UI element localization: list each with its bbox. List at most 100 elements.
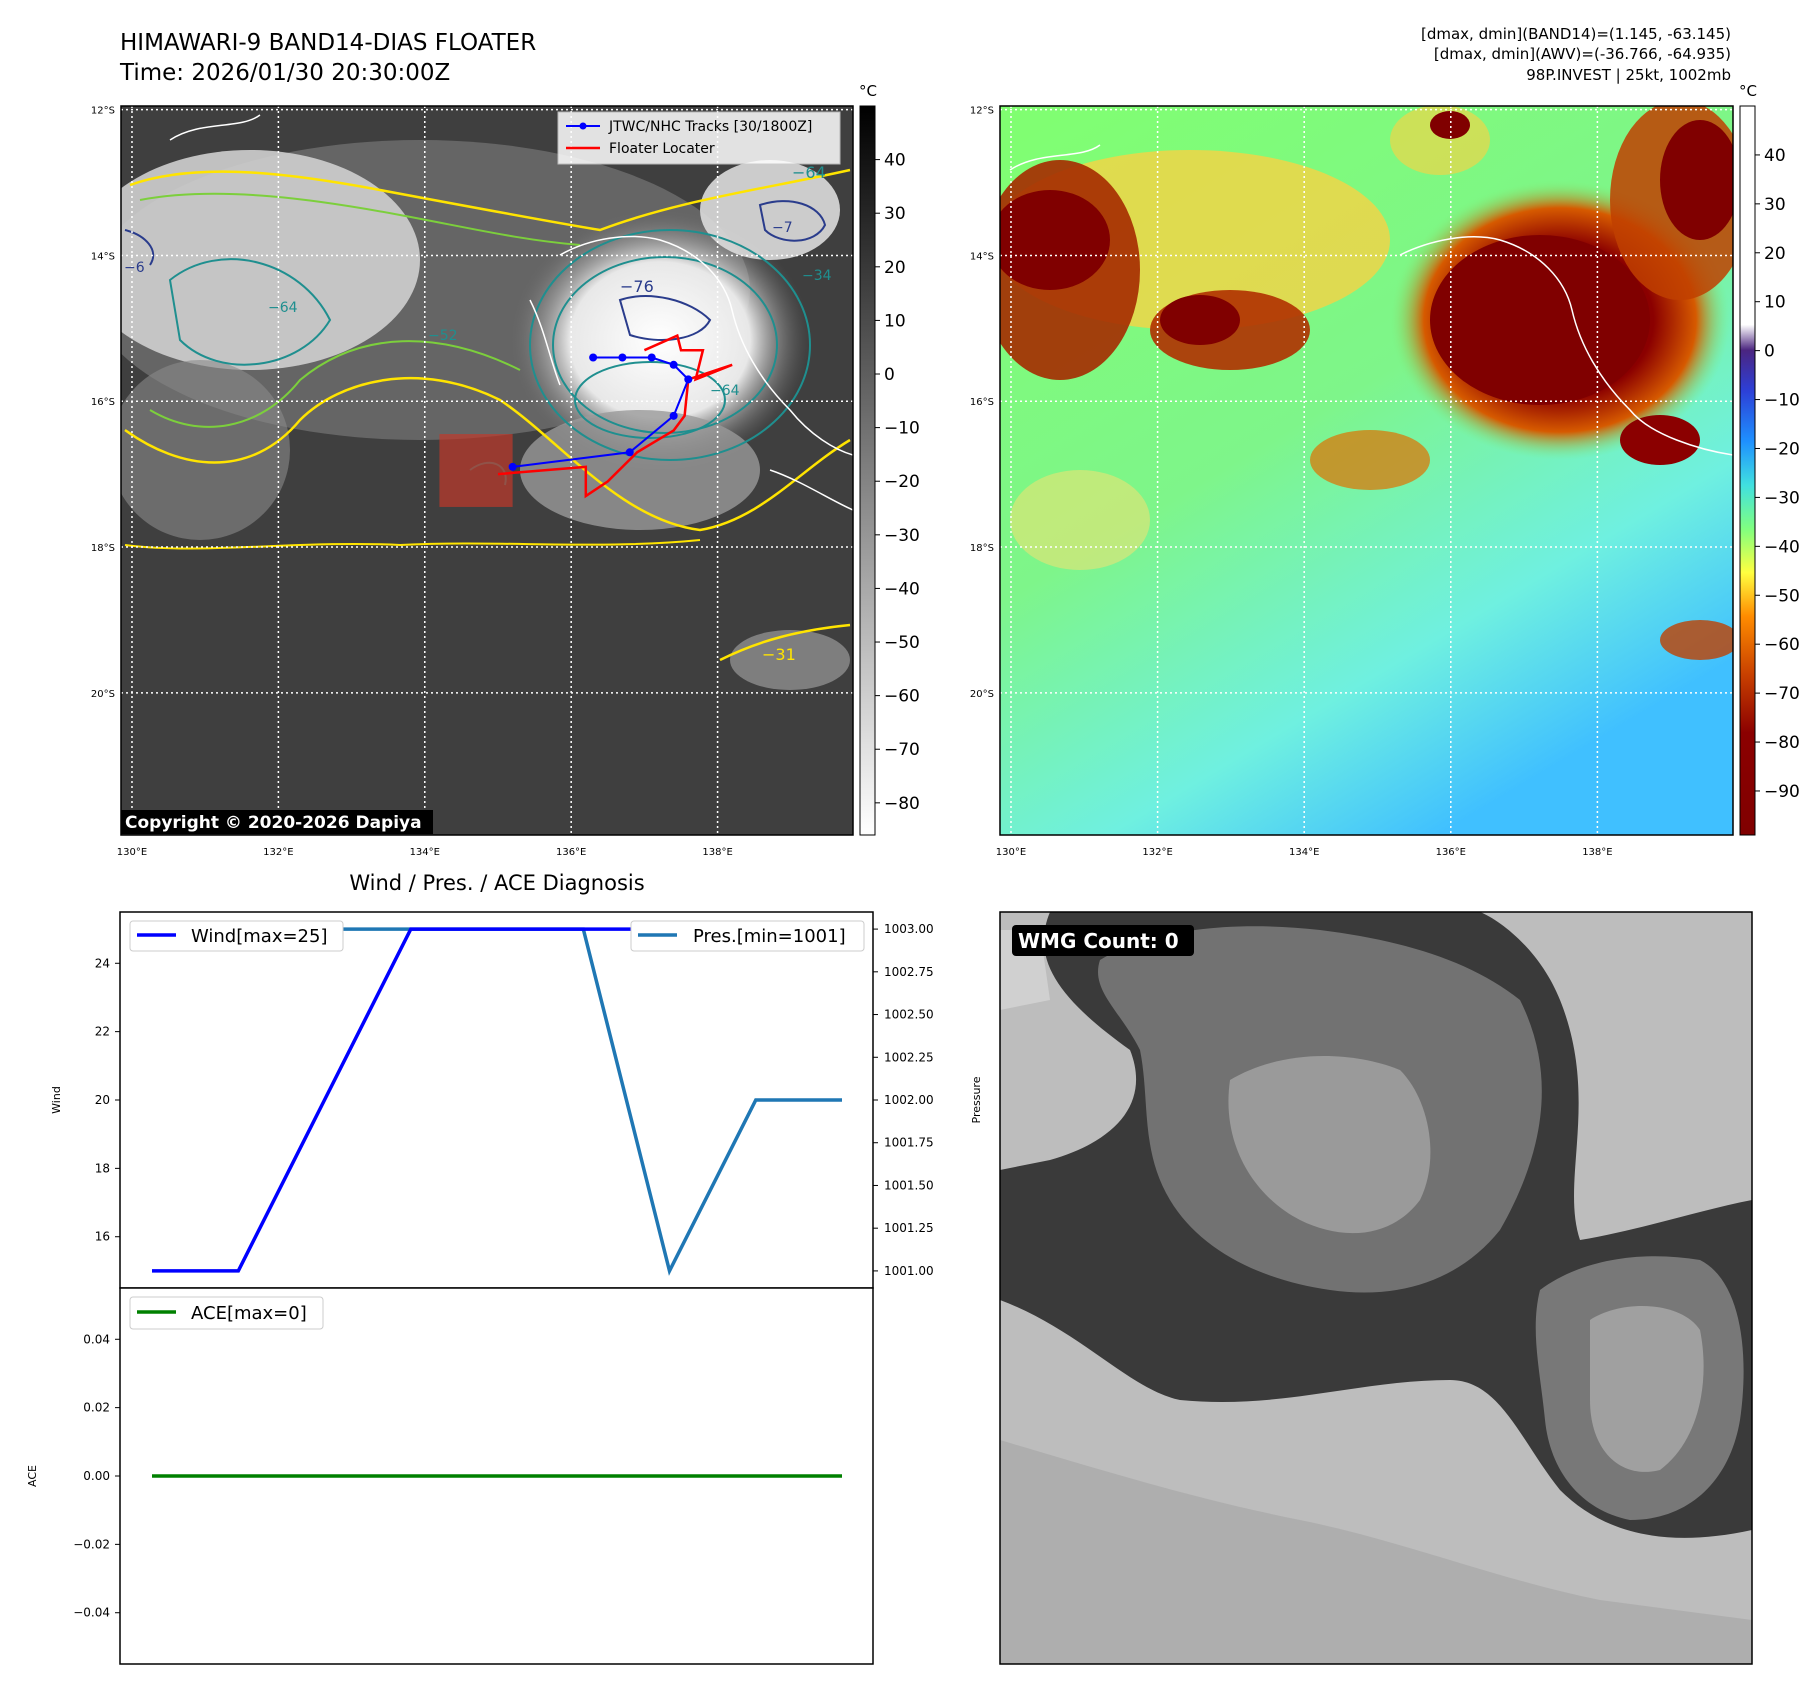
wv-map-frame <box>999 105 1734 836</box>
colorbar-tick-label: 30 <box>884 204 906 224</box>
lat-tick-label: 18°S <box>970 543 994 554</box>
wind-legend-label: Wind[max=25] <box>191 926 328 947</box>
colorbar-tick-label: 20 <box>1764 244 1786 264</box>
wind-tick-label: 20 <box>95 1093 110 1107</box>
floater-locater-line <box>497 333 733 499</box>
pressure-tick-label: 1001.00 <box>884 1264 934 1278</box>
colorbar-tick-label: 30 <box>1764 195 1786 215</box>
lon-tick-label: 136°E <box>556 847 586 858</box>
ir-map-panel: −64 −76 −52 −64 −64 −34 −31 −6 −7 Copyri… <box>91 82 920 858</box>
wind-pressure-frame <box>119 911 874 1289</box>
colorbar-tick-label: −60 <box>1764 635 1800 655</box>
info-awv-range: [dmax, dmin](AWV)=(-36.766, -64.935) <box>1434 45 1731 63</box>
track-point <box>684 375 693 384</box>
ir-colorbar <box>859 105 876 836</box>
copyright-badge <box>121 810 433 834</box>
ace-axis-label: ACE <box>26 1465 39 1487</box>
wind-axis-ticks: 16 18 20 22 24 <box>95 956 120 1244</box>
colorbar-tick-label: −20 <box>1764 439 1800 459</box>
lon-tick-label: 134°E <box>1289 847 1319 858</box>
ace-tick-label: 0.02 <box>83 1401 110 1415</box>
lon-tick-label: 132°E <box>1142 847 1172 858</box>
legend-track-label: JTWC/NHC Tracks [30/1800Z] <box>608 119 812 135</box>
info-band14-range: [dmax, dmin](BAND14)=(1.145, -63.145) <box>1421 25 1731 43</box>
colorbar-tick-label: −30 <box>884 526 920 546</box>
contour-label: −31 <box>762 645 796 664</box>
lon-tick-label: 132°E <box>263 847 293 858</box>
track-point <box>669 411 678 420</box>
ace-tick-label: 0.00 <box>83 1469 110 1483</box>
lat-tick-label: 14°S <box>970 251 994 262</box>
legend-locater-label: Floater Locater <box>609 141 715 157</box>
contour-label: −64 <box>792 163 826 182</box>
colorbar-tick-label: −60 <box>884 687 920 707</box>
track-point <box>669 360 678 369</box>
contour-label: −7 <box>772 220 793 236</box>
colorbar-tick-label: 0 <box>1764 342 1775 362</box>
colorbar-tick-label: 10 <box>884 311 906 331</box>
lat-tick-label: 12°S <box>91 106 115 117</box>
wmg-frame <box>999 911 1753 1665</box>
wmg-count-label: WMG Count: 0 <box>1018 929 1179 953</box>
jtwc-track-points <box>508 353 693 471</box>
colorbar-tick-label: −10 <box>884 419 920 439</box>
wmg-imagery: WMG Count: 0 <box>1000 912 1752 1664</box>
contour-label: −52 <box>428 328 458 344</box>
info-storm-status: 98P.INVEST | 25kt, 1002mb <box>1526 66 1731 84</box>
pressure-tick-label: 1001.25 <box>884 1221 934 1235</box>
wv-colorbar <box>1739 105 1756 836</box>
colorbar-tick-label: 10 <box>1764 293 1786 313</box>
pressure-tick-label: 1001.50 <box>884 1178 934 1192</box>
pressure-tick-label: 1002.50 <box>884 1008 934 1022</box>
ir-map-frame <box>120 105 854 836</box>
pressure-legend: Pres.[min=1001] <box>630 920 865 952</box>
colorbar-tick-label: −40 <box>884 579 920 599</box>
contour-label: −6 <box>124 260 145 276</box>
wv-colorbar-unit: °C <box>1739 82 1757 100</box>
legend-track-marker <box>579 122 587 130</box>
wind-tick-label: 22 <box>95 1025 110 1039</box>
pressure-legend-label: Pres.[min=1001] <box>693 926 846 947</box>
ir-colorbar-ticks: 40 30 20 10 0 −10 −20 −30 −40 −50 −60 −70 −80 <box>875 151 920 814</box>
ace-legend: ACE[max=0] <box>129 1296 324 1330</box>
colorbar-tick-label: −50 <box>884 633 920 653</box>
wmg-count-badge <box>1012 925 1194 956</box>
ace-tick-label: 0.04 <box>83 1332 110 1346</box>
pressure-tick-label: 1002.75 <box>884 965 934 979</box>
colorbar-tick-label: −90 <box>1764 782 1800 802</box>
colorbar-tick-label: −70 <box>1764 684 1800 704</box>
track-point <box>647 353 656 362</box>
diagnosis-title: Wind / Pres. / ACE Diagnosis <box>349 871 644 895</box>
pressure-tick-label: 1003.00 <box>884 922 934 936</box>
track-point <box>625 448 634 457</box>
target-area-box <box>439 434 513 507</box>
colorbar-tick-label: −10 <box>1764 391 1800 411</box>
colorbar-tick-label: −70 <box>884 740 920 760</box>
wmg-panel: WMG Count: 0 <box>999 911 1753 1665</box>
wv-lat-labels: 12°S 14°S 16°S 18°S 20°S <box>970 106 994 700</box>
lon-tick-label: 136°E <box>1436 847 1466 858</box>
figure-timestamp: Time: 2026/01/30 20:30:00Z <box>119 60 450 86</box>
contour-label: −34 <box>802 268 832 284</box>
jtwc-track-line <box>512 356 690 468</box>
figure-title: HIMAWARI-9 BAND14-DIAS FLOATER <box>120 30 536 56</box>
pressure-axis-ticks: 1001.00 1001.25 1001.50 1001.75 1002.00 1002.… <box>873 922 934 1278</box>
wv-map-panel: °C 403020100−10−20−30−40−50−60−70−80−90 … <box>970 82 1800 858</box>
lon-tick-label: 134°E <box>410 847 440 858</box>
ace-axis-ticks: 0.04 0.02 0.00 −0.02 −0.04 <box>73 1332 120 1620</box>
copyright-text: Copyright © 2020-2026 Dapiya <box>125 813 422 833</box>
colorbar-tick-label: 0 <box>884 365 895 385</box>
lat-tick-label: 16°S <box>91 397 115 408</box>
ir-lat-labels: 12°S 14°S 16°S 18°S 20°S <box>91 106 115 700</box>
wv-colorbar-ticks: 40 30 20 10 0 −10 −20 −30 −40 −50 −60 −70 −80 −90 <box>1755 146 1800 802</box>
track-point <box>508 462 517 471</box>
ace-tick-label: −0.04 <box>73 1606 110 1620</box>
wv-lon-labels: 130°E 132°E 134°E 136°E 138°E <box>996 847 1613 858</box>
wind-legend: Wind[max=25] <box>129 920 344 952</box>
lon-tick-label: 130°E <box>117 847 147 858</box>
lat-tick-label: 20°S <box>970 689 994 700</box>
colorbar-tick-label: −80 <box>1764 733 1800 753</box>
colorbar-tick-label: 40 <box>884 151 906 171</box>
ace-legend-label: ACE[max=0] <box>191 1303 307 1324</box>
